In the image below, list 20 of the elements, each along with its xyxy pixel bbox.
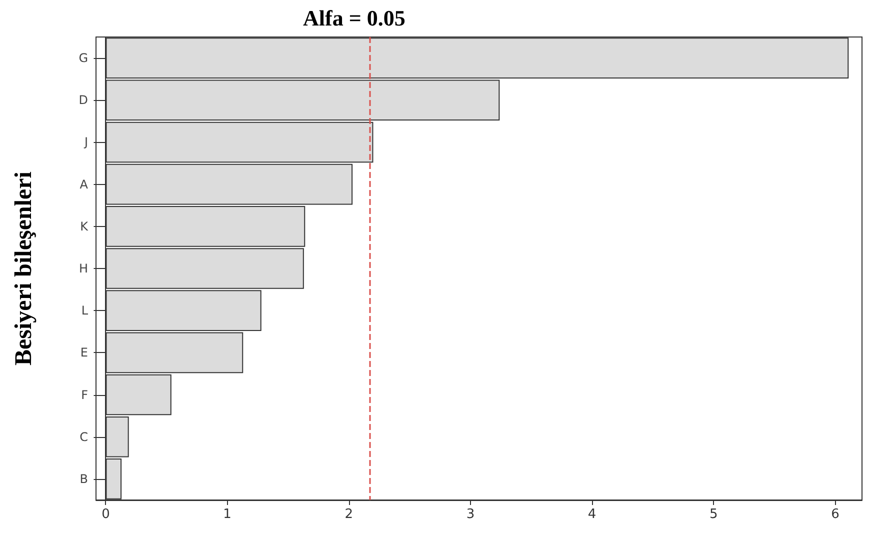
y-tick-label: B: [80, 472, 88, 486]
y-tick-label: H: [78, 262, 88, 276]
y-tick-label: J: [83, 135, 88, 150]
x-tick-label: 4: [588, 507, 596, 522]
y-tick-label: A: [80, 177, 89, 192]
y-tick-label: C: [80, 430, 88, 444]
y-tick-label: F: [81, 388, 88, 402]
y-tick-label: E: [80, 346, 88, 360]
x-tick-label: 2: [344, 507, 354, 522]
y-tick-label: G: [78, 51, 88, 66]
y-tick-label: D: [78, 93, 88, 108]
y-axis-title: Besiyeri bileşenleri: [11, 171, 37, 366]
x-tick-label: 6: [831, 507, 840, 522]
y-tick-label: L: [81, 304, 88, 318]
x-tick-label: 1: [223, 507, 232, 522]
x-tick-label: 0: [102, 507, 110, 522]
x-tick-label: 5: [710, 507, 718, 522]
x-tick-label: 3: [466, 507, 475, 522]
chart-title: Alfa = 0.05: [303, 6, 406, 30]
y-tick-label: K: [80, 219, 90, 234]
